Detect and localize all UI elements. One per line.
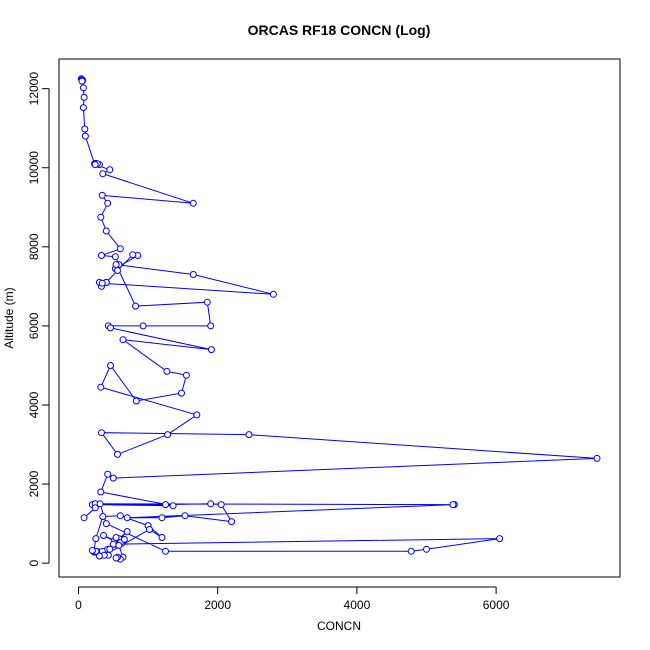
y-tick-label: 6000 <box>27 312 41 339</box>
x-axis-label: CONCN <box>317 619 361 633</box>
data-point <box>119 336 127 344</box>
y-tick-label: 2000 <box>27 470 41 497</box>
data-point <box>207 346 215 354</box>
data-point <box>109 474 117 482</box>
data-point <box>97 488 105 496</box>
data-point <box>107 362 114 369</box>
data-point <box>115 541 123 549</box>
data-point <box>164 431 172 439</box>
data-point <box>98 252 105 259</box>
data-point <box>146 526 153 533</box>
data-point <box>407 547 415 555</box>
data-point <box>182 371 190 379</box>
data-point <box>104 199 112 207</box>
data-point <box>102 520 110 528</box>
data-point <box>203 298 211 306</box>
data-point <box>116 245 124 253</box>
data-point <box>88 547 96 554</box>
data-point <box>98 191 106 199</box>
data-point <box>189 271 197 278</box>
data-point <box>207 322 215 330</box>
data-point <box>123 528 131 535</box>
x-tick-label: 2000 <box>204 598 231 612</box>
data-point <box>81 132 89 140</box>
data-point <box>92 535 100 543</box>
data-point <box>106 545 114 553</box>
data-point <box>111 253 119 261</box>
data-point <box>129 251 137 259</box>
data-point <box>123 514 131 522</box>
y-tick-label: 4000 <box>27 391 41 418</box>
data-point <box>158 534 166 541</box>
data-point <box>132 302 140 310</box>
plot-frame <box>58 58 621 578</box>
data-point <box>104 470 112 478</box>
data-point <box>80 514 88 522</box>
data-point <box>99 513 107 520</box>
data-point <box>112 261 120 269</box>
data-point <box>116 512 124 520</box>
data-point <box>178 389 185 397</box>
data-point <box>449 501 457 509</box>
y-axis-label: Altitude (m) <box>2 287 16 348</box>
x-tick-label: 0 <box>75 598 82 612</box>
data-point <box>217 501 225 509</box>
data-point <box>162 547 169 555</box>
data-point <box>98 429 105 437</box>
x-tick-label: 4000 <box>344 598 371 612</box>
data-point <box>100 532 107 539</box>
y-axis: 0 2000 4000 6000 8000 10000 12000 <box>27 72 50 567</box>
data-point <box>114 267 121 274</box>
data-point <box>158 514 166 522</box>
data-point <box>91 161 99 169</box>
data-series <box>77 75 601 563</box>
data-point <box>98 279 106 287</box>
data-point <box>269 290 277 298</box>
y-tick-label: 10000 <box>27 151 41 185</box>
chart-title: ORCAS RF18 CONCN (Log) <box>248 22 431 38</box>
data-point <box>102 227 110 235</box>
data-point <box>593 454 601 462</box>
data-point <box>81 125 89 133</box>
data-point <box>163 367 171 375</box>
data-point <box>80 93 88 101</box>
data-point <box>162 501 169 509</box>
data-point <box>107 324 114 332</box>
y-tick-label: 8000 <box>27 233 41 260</box>
data-point <box>423 545 430 553</box>
x-axis: 0 2000 4000 6000 <box>75 586 510 612</box>
data-point <box>97 213 105 221</box>
data-point <box>96 500 104 508</box>
data-point <box>99 170 107 178</box>
data-point <box>207 500 215 508</box>
data-point <box>139 322 147 330</box>
data-point <box>114 450 121 458</box>
data-point <box>189 199 197 207</box>
data-point <box>245 431 253 439</box>
data-point <box>91 504 99 512</box>
data-point <box>79 84 87 92</box>
data-point <box>112 554 120 562</box>
y-tick-label: 12000 <box>27 72 41 106</box>
y-tick-label: 0 <box>27 560 41 567</box>
data-point <box>120 535 128 543</box>
data-point <box>496 535 504 543</box>
data-point <box>106 166 114 174</box>
data-point <box>132 397 140 405</box>
data-point <box>79 104 87 112</box>
data-point <box>169 502 177 510</box>
data-point <box>112 534 120 541</box>
data-point <box>228 518 236 526</box>
data-point <box>78 77 86 85</box>
x-tick-label: 6000 <box>483 598 510 612</box>
data-point <box>181 512 189 520</box>
data-point <box>193 411 201 419</box>
data-point <box>97 383 105 391</box>
